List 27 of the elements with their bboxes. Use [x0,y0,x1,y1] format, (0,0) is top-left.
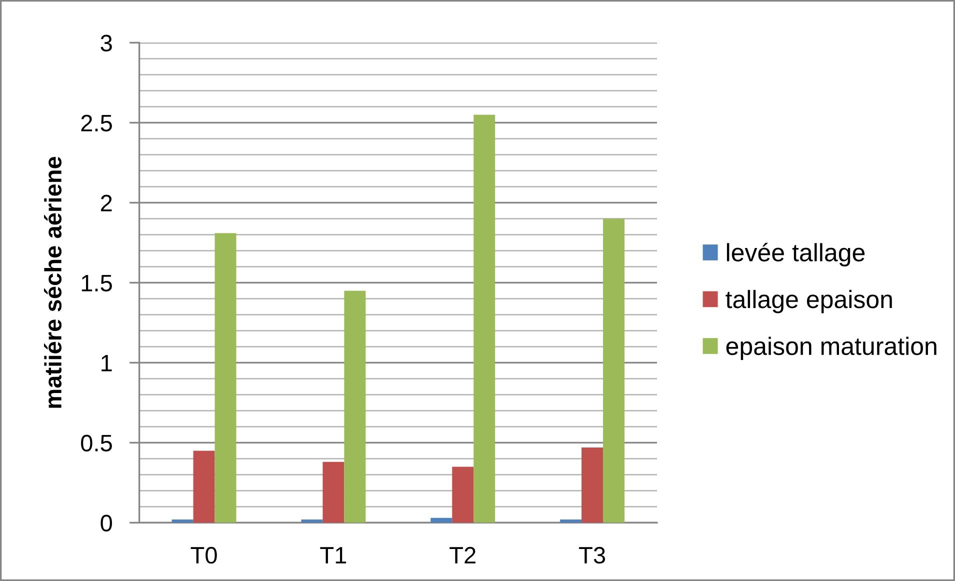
y-axis-title: matiiére séche aériene [44,156,62,408]
x-tick-label: T3 [579,546,606,564]
y-tick-label: 0.5 [81,434,112,452]
y-tick-label: 3 [100,34,112,52]
y-tick-label: 2.5 [81,114,112,132]
legend-label: tallage epaison [726,290,892,314]
bar [322,462,344,523]
bar [452,466,474,523]
y-tick-label: 1.5 [82,275,112,292]
y-tick-label: 0 [100,514,112,532]
y-tick-label: 1 [102,355,112,372]
legend-label: levée tallage [726,242,865,266]
bar [474,114,496,523]
bar [301,520,323,523]
x-tick-label: T0 [190,546,217,564]
bar [344,290,366,523]
bar [214,233,236,523]
x-tick-label: T2 [450,546,476,564]
bar [603,218,625,523]
x-tick-label: T1 [320,547,346,564]
bar [560,520,582,523]
y-tick-label: 2 [100,194,112,212]
legend-label: epaison maturation [726,336,936,360]
bar [582,448,604,523]
bar [193,450,215,523]
bar [430,518,452,523]
bar [172,520,194,523]
